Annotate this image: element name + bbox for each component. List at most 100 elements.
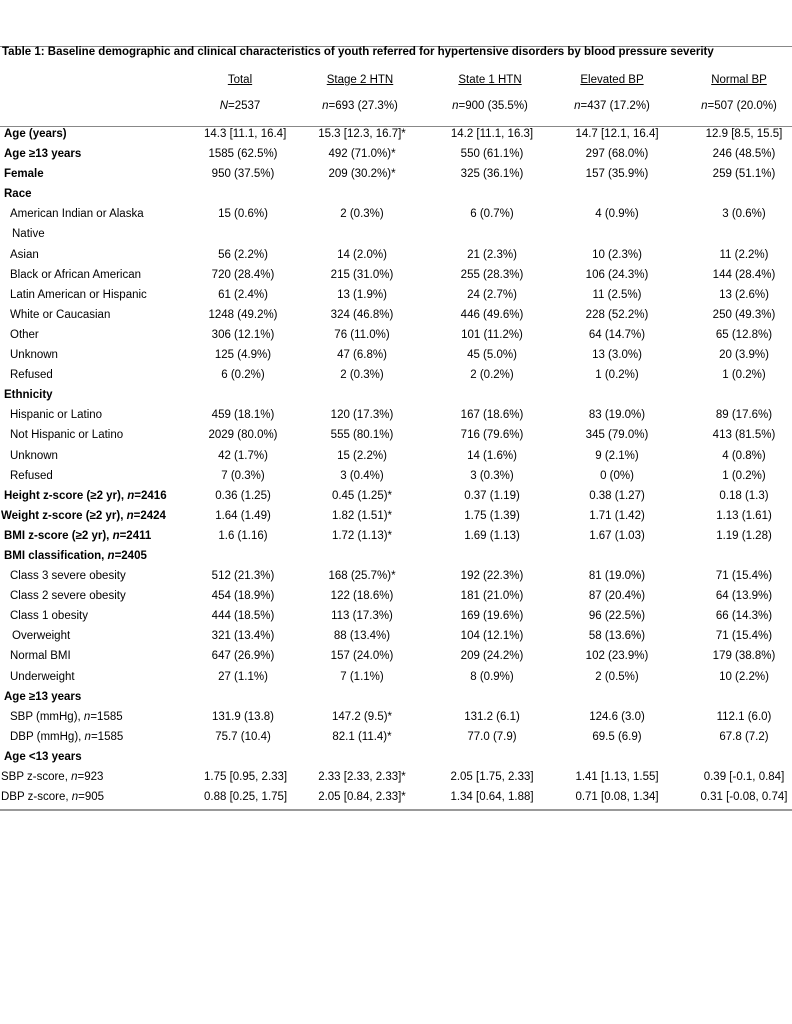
cell-value: 7 (1.1%) (340, 670, 384, 683)
table-row: Asian 56 (2.2%) 14 (2.0%) 21 (2.3%) 10 (2.3%… (0, 245, 792, 265)
cell-value (204, 687, 282, 707)
row-label: BMI classification, n=2405 (4, 549, 147, 562)
cell-value: 1.75 (1.39) (464, 509, 520, 522)
table-row: Overweight 321 (13.4%) 88 (13.4%) 104 (12.1… (0, 626, 792, 646)
cell-value (282, 184, 442, 204)
cell-value (692, 385, 792, 405)
table-row: SBP (mmHg), n=1585 131.9 (13.8) 147.2 (9.5… (0, 707, 792, 727)
cell-value: 1 (0.2%) (722, 469, 766, 482)
row-label: Asian (10, 248, 39, 261)
table-row: Age (years) 14.3 [11.1, 16.4] 15.3 [12.3, … (0, 124, 792, 144)
cell-value (442, 747, 542, 767)
cell-value: 1.69 (1.13) (464, 529, 520, 542)
table-top-rule (0, 46, 792, 47)
cell-value: 104 (12.1%) (460, 630, 524, 643)
cell-value (282, 224, 442, 244)
cell-value: 71 (15.4%) (715, 630, 773, 643)
cell-value: 512 (21.3%) (211, 570, 275, 583)
cell-value: 0 (0%) (600, 469, 634, 482)
cell-value: 125 (4.9%) (214, 349, 272, 362)
cell-value: 157 (35.9%) (585, 168, 649, 181)
row-label: Refused (10, 369, 53, 382)
cell-value (692, 224, 792, 244)
cell-value: 345 (79.0%) (585, 429, 649, 442)
row-label: Latin American or Hispanic (10, 288, 147, 301)
cell-value: 144 (28.4%) (712, 268, 776, 281)
table-row: Other 306 (12.1%) 76 (11.0%) 101 (11.2%) 64 … (0, 325, 792, 345)
row-label: Ethnicity (4, 389, 53, 402)
row-label: Underweight (10, 670, 75, 683)
cell-value: 255 (28.3%) (460, 268, 524, 281)
column-n-stage1: n=900 (35.5%) (452, 100, 528, 112)
cell-value: 550 (61.1%) (460, 148, 524, 161)
cell-value: 14.2 [11.1, 16.3] (450, 128, 534, 140)
cell-value: 13 (2.6%) (719, 288, 769, 301)
cell-value: 0.45 (1.25)* (331, 489, 393, 502)
cell-value (442, 385, 542, 405)
cell-value (204, 385, 282, 405)
table-row: Age ≥13 years (0, 687, 792, 707)
row-label: Unknown (10, 349, 58, 362)
cell-value: 321 (13.4%) (211, 630, 275, 643)
cell-value: 67.8 (7.2) (719, 730, 769, 743)
column-n-elevated: n=437 (17.2%) (574, 100, 650, 112)
table-row: Latin American or Hispanic 61 (2.4%) 13 (1… (0, 285, 792, 305)
cell-value: 101 (11.2%) (461, 328, 523, 341)
cell-value (692, 687, 792, 707)
table-row: DBP z-score, n=905 0.88 [0.25, 1.75] 2.05 … (0, 787, 792, 807)
cell-value: 169 (19.6%) (460, 610, 524, 623)
cell-value: 492 (71.0%)* (328, 148, 396, 161)
cell-value: 69.5 (6.9) (592, 730, 642, 743)
row-label: Class 1 obesity (10, 610, 88, 623)
cell-value: 0.88 [0.25, 1.75] (204, 791, 288, 804)
cell-value: 1.82 (1.51)* (331, 509, 393, 522)
cell-value: 181 (21.0%) (460, 590, 524, 603)
cell-value (442, 546, 542, 566)
cell-value: 102 (23.9%) (585, 650, 649, 663)
cell-value (204, 184, 282, 204)
cell-value: 0.71 [0.08, 1.34] (575, 791, 659, 804)
row-label: Overweight (12, 630, 71, 643)
table-row: BMI z-score (≥2 yr), n=2411 1.6 (1.16) 1.7… (0, 526, 792, 546)
cell-value (542, 184, 692, 204)
cell-value: 64 (13.9%) (715, 590, 773, 603)
cell-value: 47 (6.8%) (337, 349, 387, 362)
cell-value: 122 (18.6%) (330, 590, 394, 603)
table-row: Race (0, 184, 792, 204)
cell-value (282, 747, 442, 767)
column-title-total: Total (227, 74, 253, 86)
column-n-total: N=2537 (219, 100, 261, 112)
cell-value: 45 (5.0%) (467, 349, 517, 362)
row-label: Native (12, 228, 45, 241)
cell-value: 1.72 (1.13)* (331, 529, 393, 542)
column-title-stage2: Stage 2 HTN (326, 74, 394, 86)
row-label: Weight z-score (≥2 yr), n=2424 (1, 509, 166, 522)
cell-value: 3 (0.3%) (470, 469, 514, 482)
cell-value: 2.05 [1.75, 2.33] (450, 771, 534, 783)
cell-value: 11 (2.2%) (719, 248, 769, 261)
row-label: Female (4, 168, 44, 181)
table-bottom-rule (0, 809, 792, 811)
row-label: Normal BMI (10, 650, 71, 663)
cell-value: 14.3 [11.1, 16.4] (204, 128, 287, 140)
cell-value: 444 (18.5%) (211, 610, 275, 623)
cell-value: 1.67 (1.03) (589, 529, 645, 542)
table-row: Class 2 severe obesity 454 (18.9%) 122 (18… (0, 586, 792, 606)
cell-value: 215 (31.0%) (330, 268, 394, 281)
cell-value: 113 (17.3%) (331, 610, 393, 623)
cell-value: 96 (22.5%) (588, 610, 646, 623)
cell-value: 0.37 (1.19) (464, 489, 520, 502)
cell-value: 66 (14.3%) (715, 610, 773, 623)
row-label: Class 2 severe obesity (10, 590, 126, 603)
cell-value: 228 (52.2%) (585, 308, 649, 321)
cell-value (282, 385, 442, 405)
cell-value: 1 (0.2%) (595, 369, 639, 382)
cell-value: 167 (18.6%) (460, 409, 524, 422)
cell-value: 1.75 [0.95, 2.33] (204, 771, 288, 783)
table-row: Unknown 42 (1.7%) 15 (2.2%) 14 (1.6%) 9 (2.1… (0, 446, 792, 466)
table-row: Black or African American 720 (28.4%) 215 … (0, 265, 792, 285)
row-label: Age <13 years (4, 750, 82, 763)
cell-value: 10 (2.3%) (592, 248, 642, 261)
table-caption: Table 1: Baseline demographic and clinic… (2, 46, 714, 58)
cell-value: 1.71 (1.42) (589, 509, 645, 522)
